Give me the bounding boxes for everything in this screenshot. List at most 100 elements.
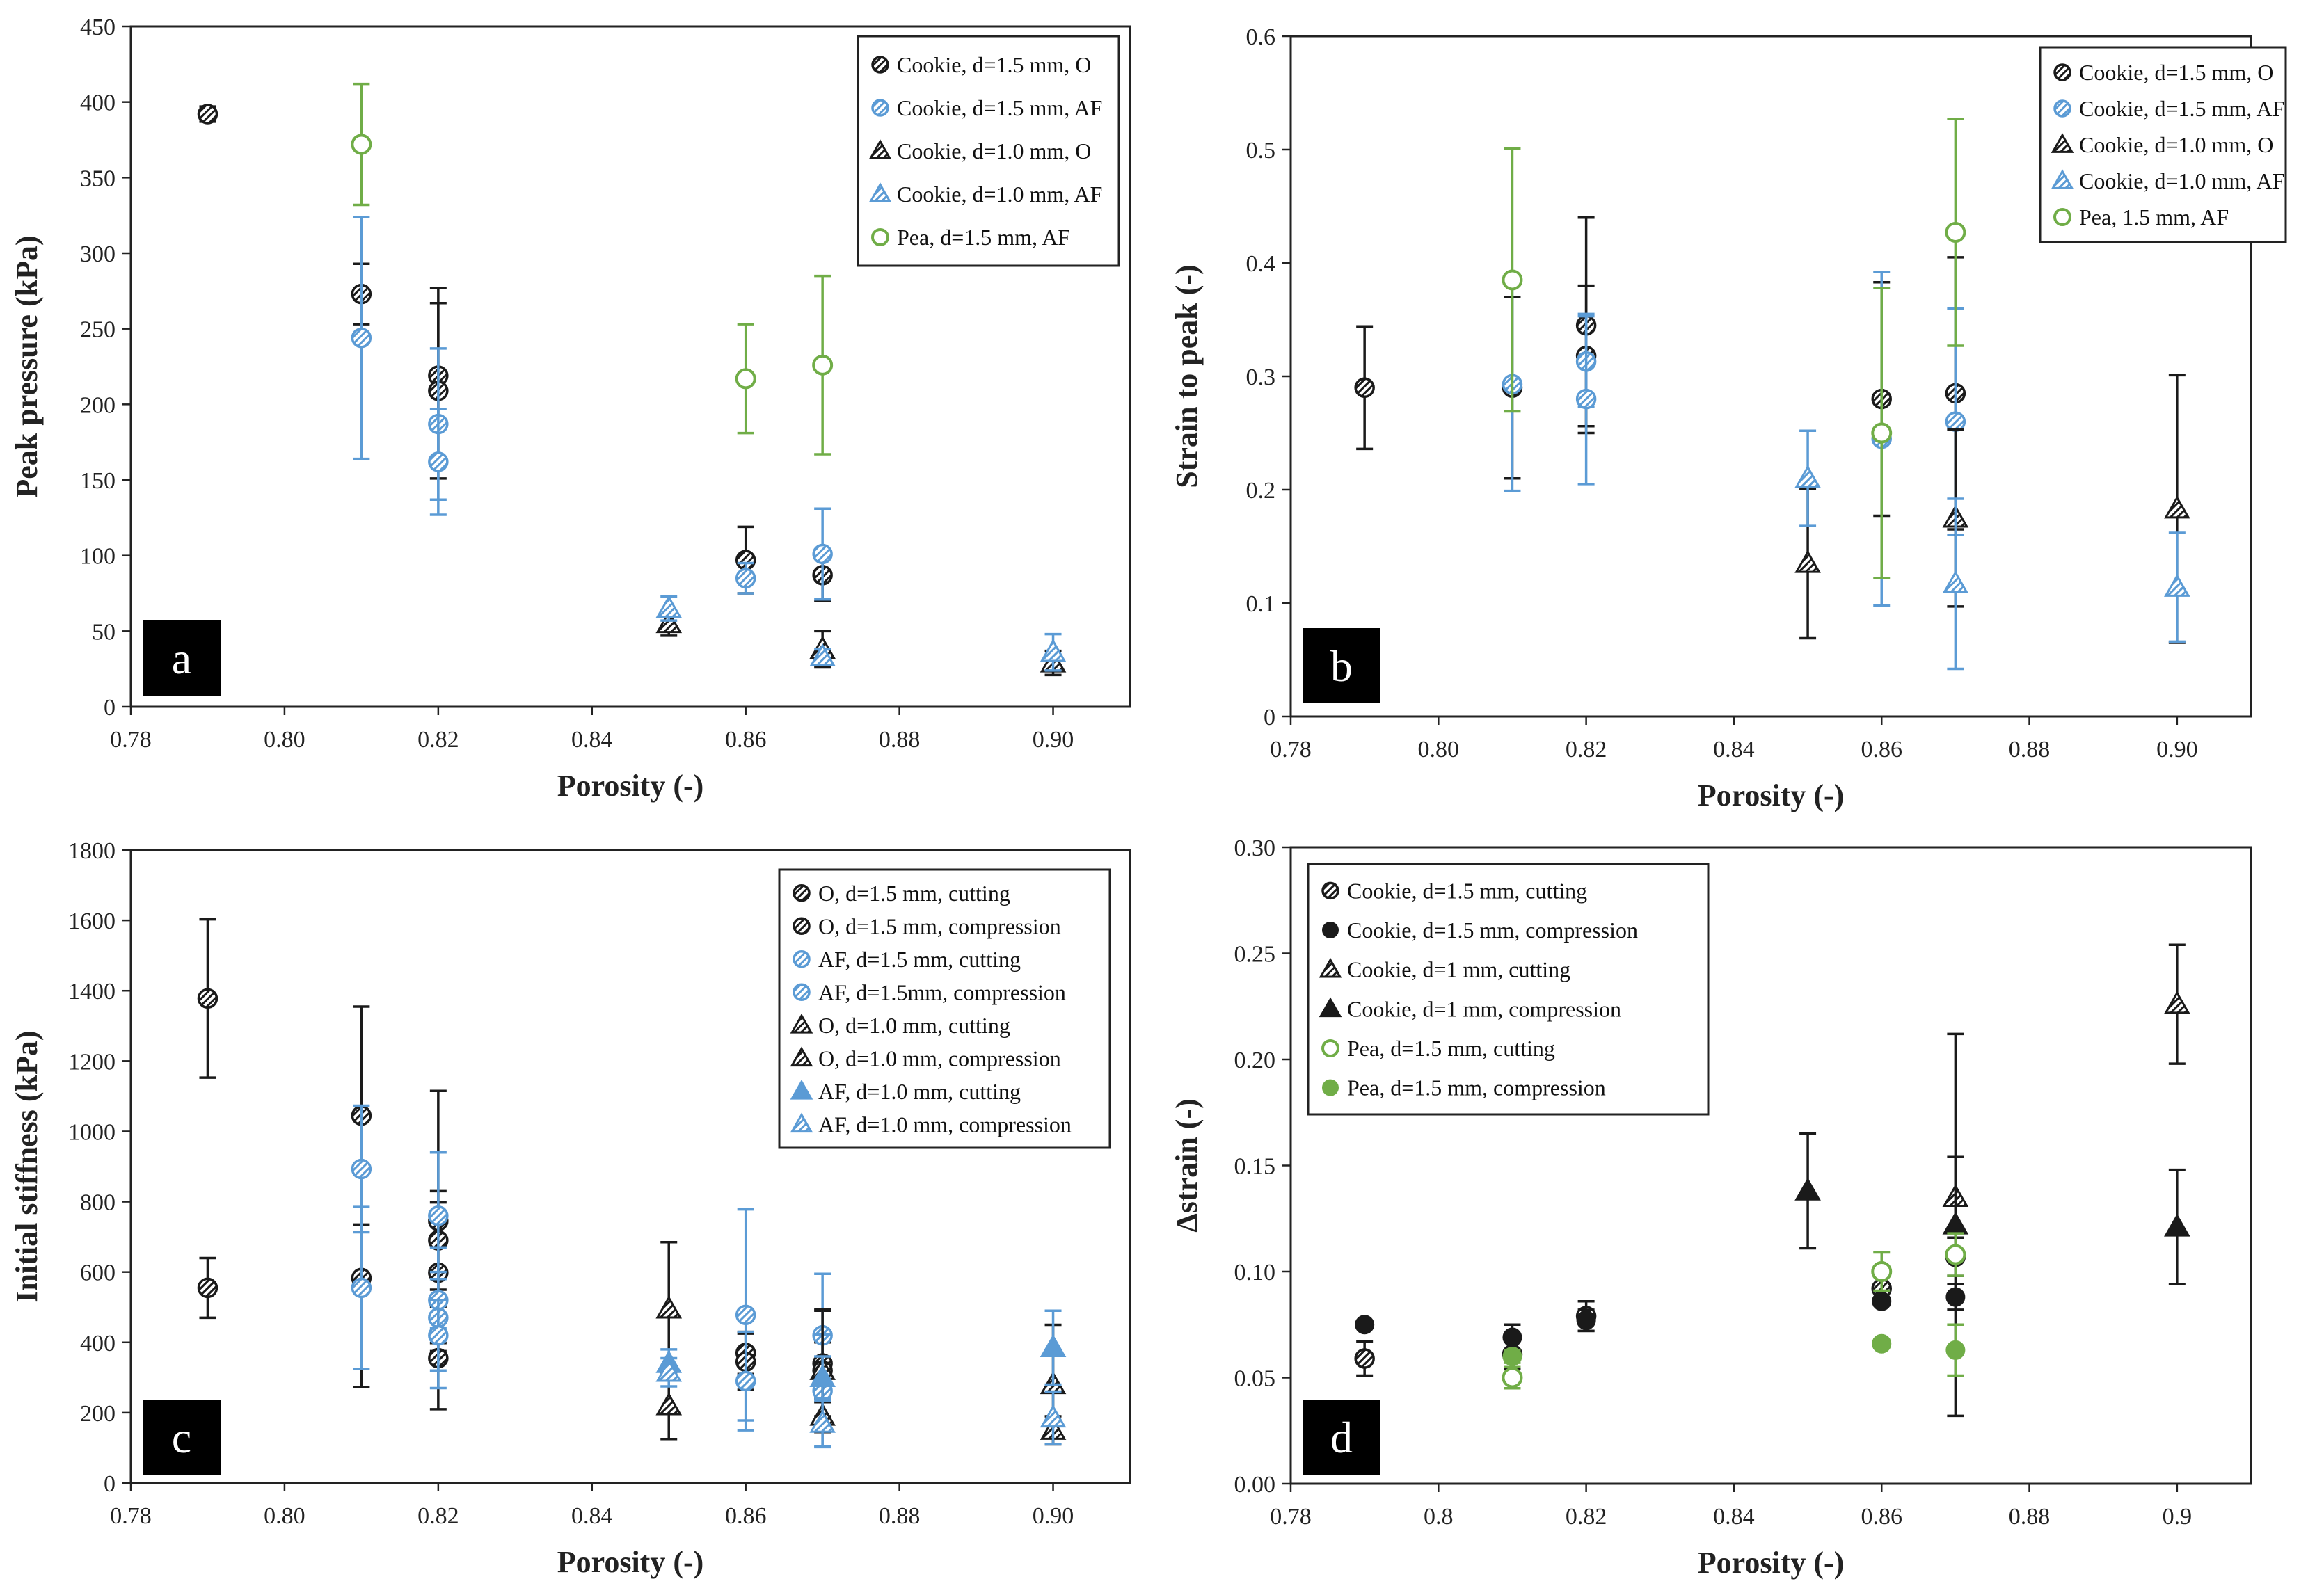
y-tick-label: 0.1 [1246,591,1276,617]
series-1 [351,1005,833,1418]
panel-label-box [1303,1400,1380,1475]
x-tick-label: 0.90 [2156,737,2198,762]
x-tick-label: 0.84 [1713,1504,1755,1530]
data-point [1945,1340,1966,1360]
data-point [1942,570,1969,593]
x-tick-label: 0.80 [264,727,305,753]
x-tick-label: 0.84 [1713,737,1755,762]
chart-c: 0.78 0.80 0.82 0.84 0.86 0.88 0.90 0 200 400 600 80… [10,838,1131,1579]
data-point [1942,1211,1969,1235]
y-tick-label: 1600 [68,908,116,934]
legend-marker [871,56,889,74]
series-4 [655,595,1067,672]
y-tick-label: 0.15 [1234,1154,1276,1180]
legend-marker [2051,169,2074,189]
legend-marker [790,1013,813,1034]
y-tick-label: 400 [80,90,116,116]
data-point [735,1304,756,1326]
y-axis-title: Δstrain (-) [1170,1098,1204,1233]
legend-marker [1322,1079,1339,1096]
legend-marker [1319,997,1342,1018]
y-tick-label: 0.10 [1234,1260,1276,1285]
legend-marker [871,228,889,246]
series-3 [351,1104,833,1422]
series-5 [655,1240,1067,1446]
series-6 [1502,1323,1966,1377]
data-point [1576,1311,1596,1331]
data-point [197,104,218,125]
legend-entry: AF, d=1.0 mm, compression [818,1112,1072,1137]
x-tick-label: 0.90 [1033,727,1074,753]
data-point [1871,1261,1893,1282]
data-point [735,368,756,390]
legend-marker [793,884,811,902]
data-point [197,1277,218,1299]
series-3 [655,610,1067,677]
data-point [1040,1404,1067,1428]
legend-entry: O, d=1.0 mm, cutting [818,1013,1010,1038]
series-2 [197,918,833,1411]
data-point [351,1158,372,1180]
x-tick-label: 0.86 [1861,1504,1902,1530]
x-axis-title: Porosity (-) [1698,1546,1845,1580]
series-3 [1794,374,2190,644]
panel-label-box [143,620,221,696]
legend-marker [1321,1039,1339,1057]
x-tick-label: 0.80 [1418,737,1460,762]
legend-marker [790,1079,813,1100]
series-5 [351,82,834,456]
x-tick-label: 0.9 [2163,1504,2192,1530]
data-point [1794,550,1821,573]
y-axis-title: Peak pressure (kPa) [10,235,44,497]
series-3 [1942,943,2190,1239]
legend-entry: Cookie, d=1.5 mm, O [2079,60,2273,85]
x-tick-label: 0.82 [417,727,459,753]
legend-marker [2053,63,2071,81]
x-tick-label: 0.78 [1270,1504,1312,1530]
series-2 [351,216,833,601]
series-5 [1502,118,1966,579]
legend-a: Cookie, d=1.5 mm, O Cookie, d=1.5 mm, AF C… [857,35,1120,267]
data-point [197,988,218,1009]
data-point [1502,1347,1522,1366]
legend-marker [793,983,811,1001]
y-tick-label: 0.2 [1246,478,1276,504]
y-tick-label: 50 [92,619,116,645]
legend-entry: AF, d=1.0 mm, cutting [818,1079,1021,1104]
legend-marker [1322,922,1339,938]
legend-entry: Cookie, d=1.5 mm, AF [897,95,1102,120]
data-point [428,1324,449,1346]
y-tick-label: 600 [80,1260,116,1286]
legend-entry: Cookie, d=1.5 mm, cutting [1347,878,1587,903]
chart-b: 0.78 0.80 0.82 0.84 0.86 0.88 0.90 0 0.1 0.2 0.3 0.… [1170,24,2287,812]
chart-d: 0.78 0.8 0.82 0.84 0.86 0.88 0.9 0.00 0.05 0.10 0.… [1170,835,2252,1580]
x-tick-label: 0.78 [110,727,152,753]
series-1 [1354,216,1966,531]
y-axis-title: Strain to peak (-) [1170,264,1204,488]
legend-entry: Cookie, d=1.5 mm, O [897,52,1091,77]
data-point [809,1409,836,1433]
legend-entry: Cookie, d=1.0 mm, O [2079,132,2273,157]
series-4 [351,1205,833,1449]
legend-entry: O, d=1.5 mm, compression [818,913,1061,938]
y-tick-label: 150 [80,468,116,494]
legend-marker [1321,881,1339,900]
y-tick-label: 350 [80,166,116,191]
series-4 [1794,429,2190,671]
y-tick-label: 0.20 [1234,1048,1276,1073]
y-tick-label: 0 [104,695,116,721]
data-point [351,134,372,155]
x-axis-title: Porosity (-) [1698,778,1845,812]
legend-entry: Cookie, d=1.0 mm, AF [897,182,1102,207]
panel-label-box [1303,628,1380,703]
legend-entry: Cookie, d=1.0 mm, AF [2079,168,2284,193]
legend-marker [790,1046,813,1067]
y-tick-label: 0.6 [1246,24,1276,50]
panel-label-box [143,1400,221,1475]
data-point [1040,639,1067,662]
data-point [655,1359,683,1382]
legend-d: Cookie, d=1.5 mm, cutting Cookie, d=1.5 m… [1307,863,1710,1116]
x-tick-label: 0.82 [417,1503,459,1529]
data-point [735,1370,756,1392]
x-axis-title: Porosity (-) [557,769,704,803]
